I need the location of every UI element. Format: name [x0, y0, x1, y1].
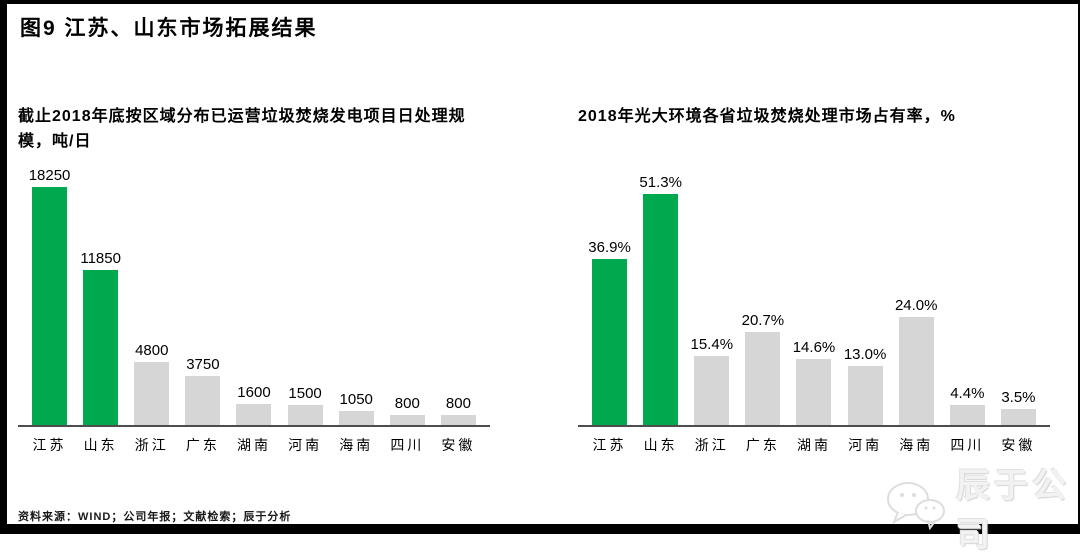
- bar-value-label: 1600: [237, 384, 271, 402]
- figure-title: 图9 江苏、山东市场拓展结果: [20, 17, 318, 40]
- bar: [83, 270, 119, 425]
- bar-group: 800: [382, 177, 433, 425]
- bar-value-label: 14.6%: [792, 339, 836, 357]
- bar-value-label: 1050: [339, 391, 373, 409]
- bar-value-label: 800: [445, 394, 471, 412]
- frame-bottom-border: [0, 524, 1080, 534]
- bar-group: 51.3%: [635, 173, 686, 425]
- bar-group: 14.6%: [788, 177, 839, 425]
- bar-value-label: 4800: [135, 342, 169, 360]
- category-label: 湖南: [796, 437, 831, 453]
- bar: [338, 411, 374, 425]
- x-axis-line: [578, 425, 1050, 427]
- bar-value-label: 51.3%: [639, 173, 682, 191]
- source-note: 资料来源：WIND；公司年报；文献检索；辰于分析: [18, 511, 292, 523]
- bar: [185, 376, 221, 425]
- bar: [32, 186, 68, 425]
- bar-group: 24.0%: [891, 177, 942, 425]
- frame-left-border: [0, 0, 7, 534]
- bar-value-label: 36.9%: [588, 238, 631, 256]
- bar-value-label: 3.5%: [1001, 389, 1036, 407]
- bar: [592, 258, 628, 425]
- bar-group: 4.4%: [942, 177, 993, 425]
- bar-value-label: 11850: [80, 250, 121, 268]
- category-label: 海南: [899, 437, 934, 453]
- x-axis-line: [18, 425, 490, 427]
- bar-group: 36.9%: [584, 177, 635, 425]
- chart-market-share: 2018年光大环境各省垃圾焚烧处理市场占有率，% 36.9% 51.3% 15.4%…: [578, 105, 1050, 455]
- bar-group: 1600: [228, 177, 279, 425]
- bar-value-label: 4.4%: [950, 385, 985, 403]
- bar-value-label: 3750: [186, 356, 220, 374]
- bar-group: 4800: [126, 177, 177, 425]
- bar: [389, 414, 425, 425]
- bar-value-label: 15.4%: [690, 335, 734, 353]
- bar-value-label: 800: [394, 394, 420, 412]
- category-label: 河南: [288, 437, 323, 453]
- watermark: 辰于公司: [884, 458, 1080, 556]
- bar: [643, 193, 679, 425]
- chart-daily-capacity: 截止2018年底按区域分布已运营垃圾焚烧发电项目日处理规模，吨/日 18250 1…: [18, 105, 490, 455]
- bar-value-label: 18250: [28, 166, 71, 184]
- category-label: 广东: [745, 437, 780, 453]
- bar: [440, 414, 476, 425]
- category-labels-row: 江苏 山东 浙江 广东 湖南 河南 海南 四川 安徽: [578, 435, 1050, 455]
- category-label: 安徽: [441, 437, 476, 453]
- category-label: 江苏: [592, 437, 627, 453]
- category-label: 浙江: [134, 437, 169, 453]
- bar-group: 1500: [280, 177, 331, 425]
- category-label: 浙江: [694, 437, 729, 453]
- bar-group: 13.0%: [840, 177, 891, 425]
- bar-group: 800: [433, 177, 484, 425]
- category-label: 安徽: [1001, 437, 1036, 453]
- bar-group: 20.7%: [737, 177, 788, 425]
- bar-value-label: 24.0%: [894, 296, 938, 314]
- category-label: 四川: [950, 437, 985, 453]
- bars-row: 36.9% 51.3% 15.4% 20.7% 14.6% 13.0% 24.0% 4.4% 3…: [578, 173, 1050, 425]
- chart-title: 2018年光大环境各省垃圾焚烧处理市场占有率，%: [578, 108, 956, 125]
- bar: [949, 405, 985, 425]
- category-labels-row: 江苏 山东 浙江 广东 湖南 河南 海南 四川 安徽: [18, 435, 490, 455]
- bar: [236, 404, 272, 425]
- bar: [898, 316, 934, 425]
- category-label: 海南: [339, 437, 374, 453]
- category-label: 湖南: [236, 437, 271, 453]
- category-label: 四川: [390, 437, 425, 453]
- category-label: 山东: [83, 437, 118, 453]
- bar-group: 1050: [331, 177, 382, 425]
- bar-group: 18250: [24, 167, 75, 425]
- category-label: 广东: [185, 437, 220, 453]
- frame-right-border: [1078, 0, 1080, 534]
- bar: [796, 359, 832, 425]
- bar-group: 3.5%: [993, 177, 1044, 425]
- company-name: 辰于公司: [956, 467, 1070, 554]
- bar-group: 15.4%: [686, 177, 737, 425]
- bar: [1000, 409, 1036, 425]
- bar-group: 3750: [177, 177, 228, 425]
- bar: [134, 362, 170, 425]
- bar-value-label: 20.7%: [741, 311, 785, 329]
- bars-row: 18250 11850 4800 3750 1600 1500 1050 800 800: [18, 167, 490, 425]
- frame-top-border: [0, 0, 1080, 4]
- bar: [287, 405, 323, 425]
- bar-group: 11850: [75, 177, 126, 425]
- bar: [745, 331, 781, 425]
- category-label: 山东: [643, 437, 678, 453]
- bar: [847, 366, 883, 425]
- bar: [694, 355, 730, 425]
- category-label: 河南: [848, 437, 883, 453]
- bar-value-label: 1500: [288, 385, 322, 403]
- category-label: 江苏: [32, 437, 67, 453]
- wechat-icon: [884, 480, 948, 535]
- bar-value-label: 13.0%: [843, 346, 887, 364]
- chart-title: 截止2018年底按区域分布已运营垃圾焚烧发电项目日处理规模，吨/日: [18, 108, 466, 150]
